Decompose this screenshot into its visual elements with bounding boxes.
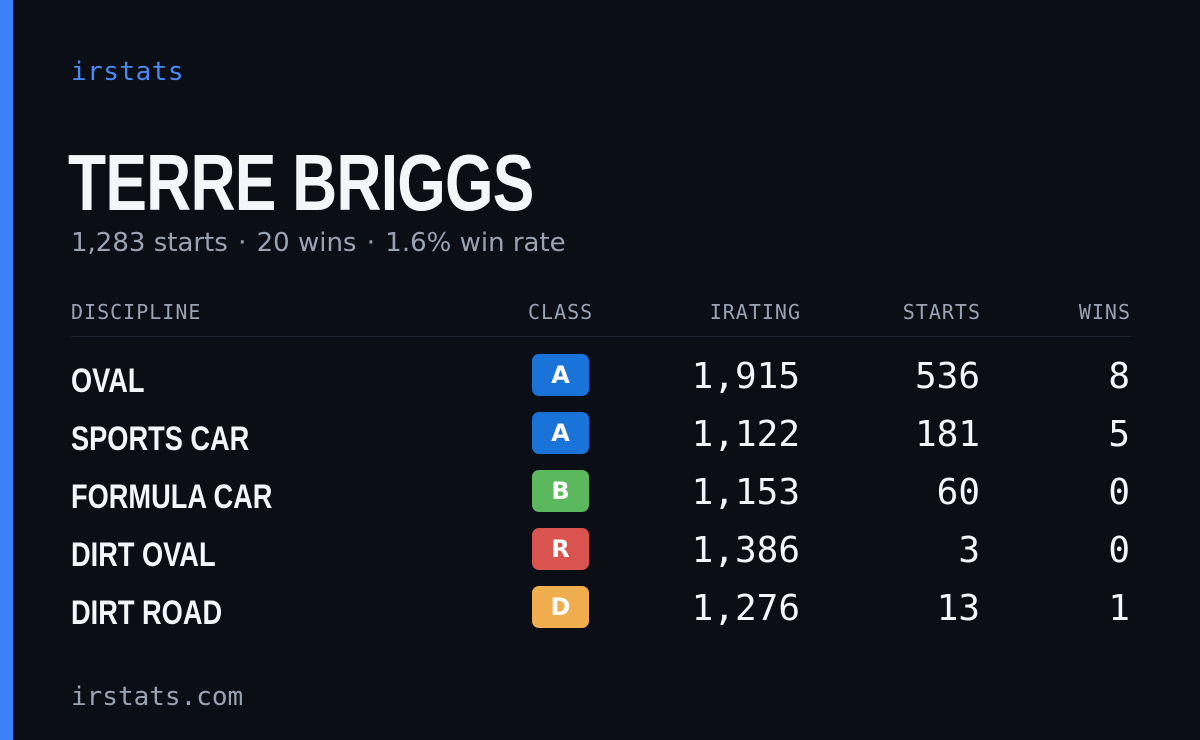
accent-bar: [0, 0, 13, 740]
irating-value: 1,276: [691, 588, 800, 629]
irating-value: 1,915: [691, 356, 800, 397]
header-discipline: DISCIPLINE: [71, 300, 202, 324]
header-irating: IRATING: [709, 300, 801, 324]
table-row: DIRT OVAL R 1,386 3 0: [71, 526, 1131, 584]
class-badge: R: [532, 528, 589, 570]
table-row: OVAL A 1,915 536 8: [71, 352, 1131, 410]
starts-value: 60: [936, 472, 980, 513]
table-row: SPORTS CAR A 1,122 181 5: [71, 410, 1131, 468]
starts-value: 181: [914, 414, 980, 455]
class-badge: B: [532, 470, 589, 512]
wins-value: 1: [1108, 588, 1130, 629]
starts-value: 13: [936, 588, 980, 629]
starts-summary: 1,283 starts: [71, 228, 228, 258]
table-body: OVAL A 1,915 536 8 SPORTS CAR A 1,122 18…: [71, 352, 1131, 642]
table-header: DISCIPLINE CLASS IRATING STARTS WINS: [71, 298, 1131, 337]
discipline-name: DIRT ROAD: [71, 594, 223, 632]
header-wins: WINS: [1078, 300, 1131, 324]
separator: ·: [366, 228, 376, 258]
discipline-name: DIRT OVAL: [71, 536, 216, 574]
wins-summary: 20 wins: [256, 228, 357, 258]
irating-value: 1,386: [691, 530, 800, 571]
class-badge: D: [532, 586, 589, 628]
header-starts: STARTS: [902, 300, 981, 324]
discipline-name: SPORTS CAR: [71, 420, 250, 458]
table-row: FORMULA CAR B 1,153 60 0: [71, 468, 1131, 526]
starts-value: 536: [914, 356, 980, 397]
separator: ·: [238, 228, 247, 258]
discipline-name: OVAL: [71, 362, 145, 400]
table-row: DIRT ROAD D 1,276 13 1: [71, 584, 1131, 642]
wins-value: 0: [1108, 530, 1130, 571]
brand-logo[interactable]: irstats: [71, 57, 185, 87]
irating-value: 1,122: [691, 414, 800, 455]
starts-value: 3: [958, 530, 980, 571]
class-badge: A: [532, 354, 589, 396]
wins-value: 0: [1108, 472, 1130, 513]
wins-value: 5: [1108, 414, 1130, 455]
driver-summary: 1,283 starts · 20 wins · 1.6% win rate: [71, 228, 566, 258]
winrate-summary: 1.6% win rate: [385, 228, 566, 258]
class-badge: A: [532, 412, 589, 454]
discipline-name: FORMULA CAR: [71, 478, 273, 516]
footer-url[interactable]: irstats.com: [71, 682, 244, 712]
driver-name: TERRE BRIGGS: [68, 138, 534, 227]
irating-value: 1,153: [691, 472, 800, 513]
stats-table: DISCIPLINE CLASS IRATING STARTS WINS OVA…: [71, 298, 1131, 632]
header-class: CLASS: [528, 300, 594, 324]
wins-value: 8: [1108, 356, 1130, 397]
